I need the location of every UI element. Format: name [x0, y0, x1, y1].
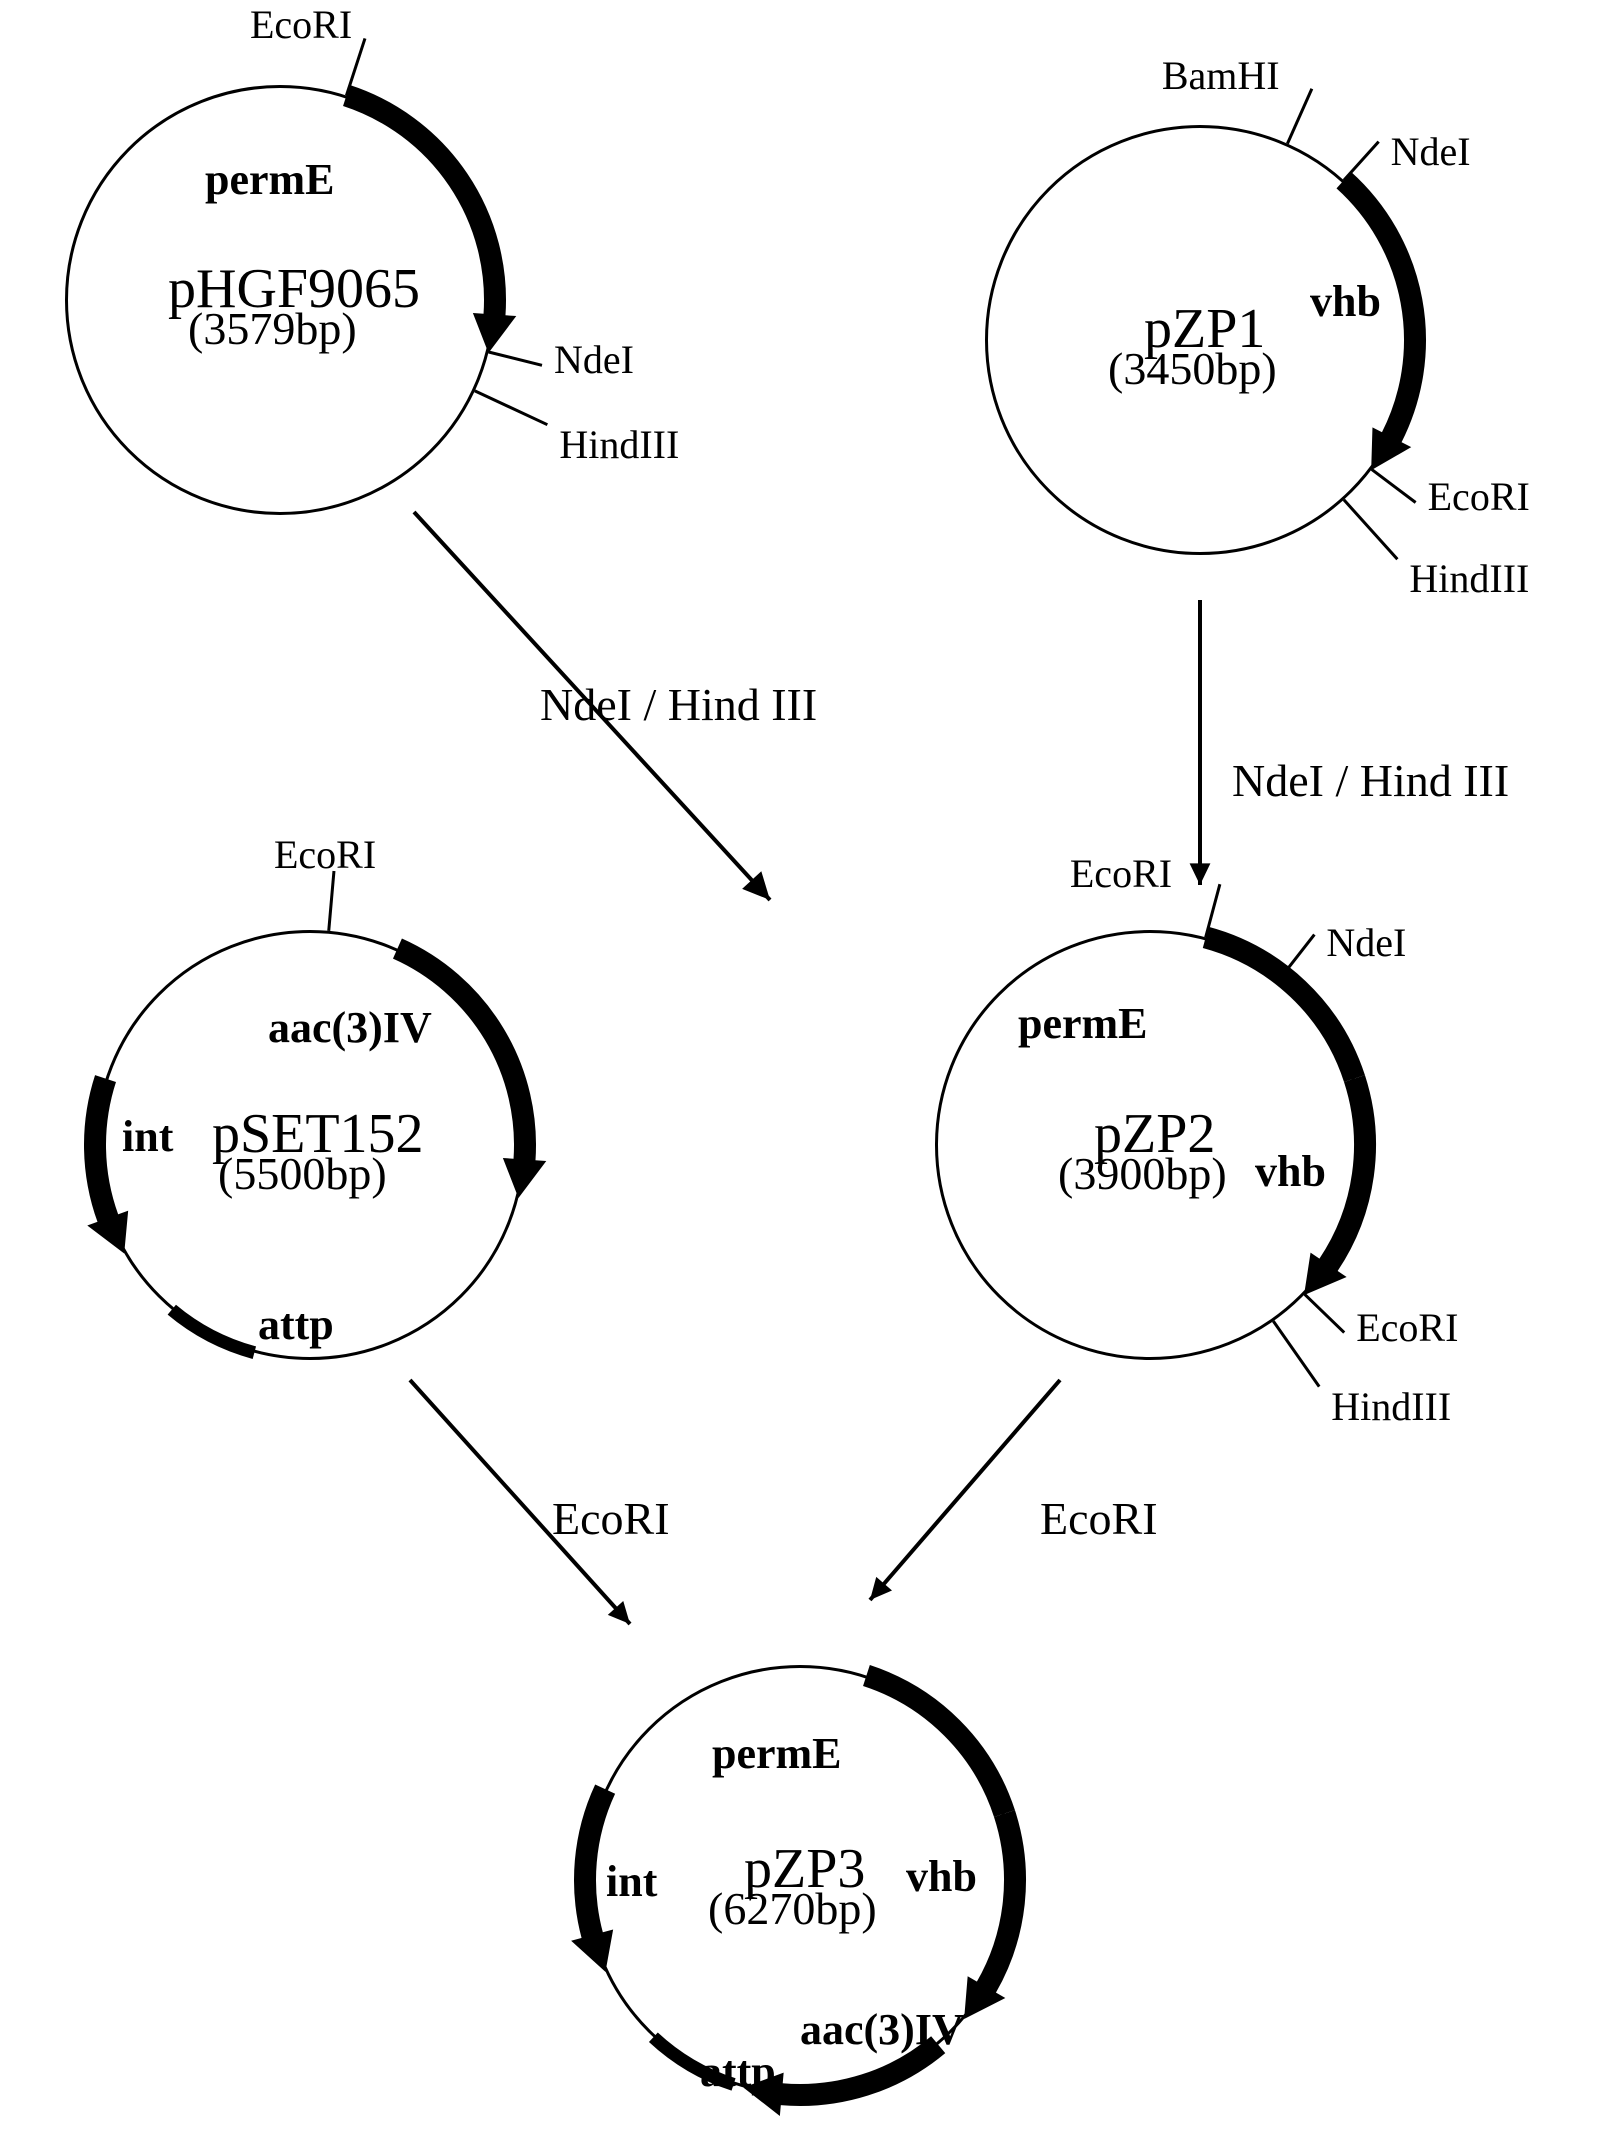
feature-label-p5: attp [700, 2050, 776, 2094]
site-label-p4: EcoRI [1070, 854, 1172, 894]
feature-label-p5: int [606, 1860, 657, 1904]
step-label-a3: EcoRI [552, 1496, 670, 1542]
step-label-a2: NdeI / Hind III [1232, 758, 1509, 804]
feature-label-p3: int [122, 1115, 173, 1159]
feature-label-p4: permE [1018, 1002, 1148, 1046]
step-label-a4: EcoRI [1040, 1496, 1158, 1542]
plasmid-size-p4: (3900bp) [1058, 1151, 1227, 1197]
feature-label-p3: attp [258, 1303, 334, 1347]
site-label-p2: BamHI [1162, 56, 1280, 96]
site-label-p2: NdeI [1391, 132, 1471, 172]
site-label-p2: HindIII [1409, 559, 1529, 599]
site-label-p4: HindIII [1331, 1387, 1451, 1427]
site-label-p4: EcoRI [1356, 1308, 1458, 1348]
site-label-p3: EcoRI [274, 835, 376, 875]
site-label-p1: EcoRI [250, 5, 352, 45]
feature-label-p4: vhb [1255, 1150, 1326, 1194]
site-label-p4: NdeI [1326, 923, 1406, 963]
plasmid-size-p5: (6270bp) [708, 1886, 877, 1932]
site-label-p2: EcoRI [1428, 477, 1530, 517]
feature-label-p2: vhb [1310, 280, 1381, 324]
feature-label-p5: permE [712, 1732, 842, 1776]
feature-label-p5: aac(3)IV [800, 2008, 964, 2052]
step-label-a1: NdeI / Hind III [540, 682, 817, 728]
feature-label-p5: vhb [906, 1855, 977, 1899]
plasmid-size-p1: (3579bp) [188, 306, 357, 352]
feature-label-p3: aac(3)IV [268, 1006, 432, 1050]
plasmid-size-p2: (3450bp) [1108, 346, 1277, 392]
site-label-p1: NdeI [554, 340, 634, 380]
plasmid-size-p3: (5500bp) [218, 1151, 387, 1197]
site-label-p1: HindIII [559, 425, 679, 465]
feature-label-p1: permE [205, 158, 335, 202]
